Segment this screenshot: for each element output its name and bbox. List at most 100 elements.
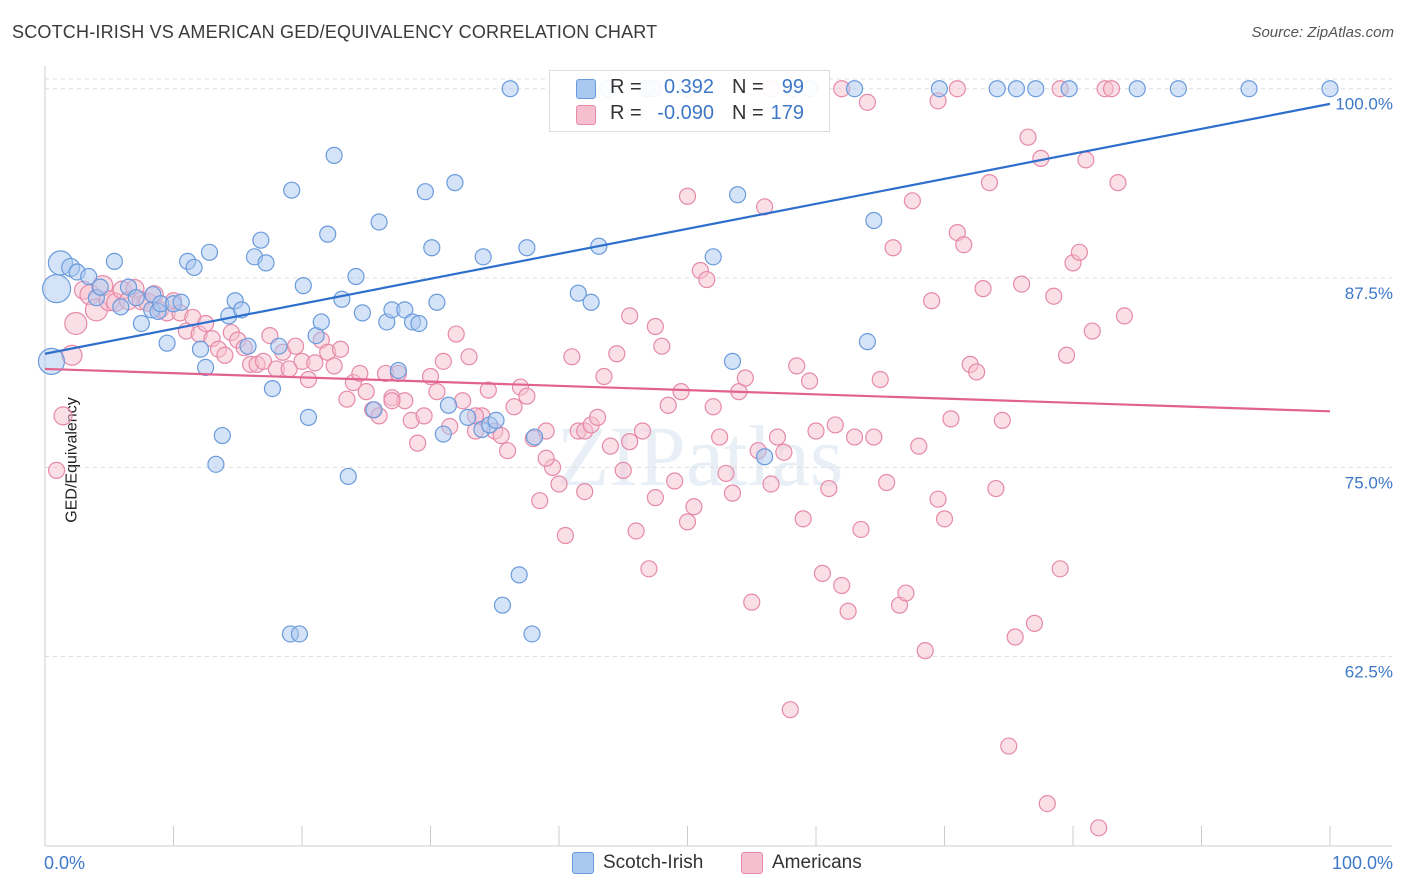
americans-point-146	[987, 479, 1005, 498]
americans-point-151	[1019, 128, 1037, 146]
americans-point-99	[685, 498, 703, 516]
scotch-irish-point-34	[270, 337, 288, 355]
scotch-irish-point-23	[200, 243, 219, 261]
scotch-irish-point-20	[185, 258, 203, 277]
scotch-irish-point-4	[80, 267, 98, 286]
scotch-irish-point-98	[37, 347, 66, 375]
scotch-irish-point-38	[294, 277, 312, 295]
legend-row-scotch-irish: R = 0.392 N = 99	[550, 76, 829, 102]
americans-point-145	[980, 174, 999, 192]
americans-point-63	[454, 392, 472, 410]
scotch-irish-point-10	[127, 289, 145, 307]
scotch-irish-point-57	[423, 239, 441, 257]
americans-point-141	[955, 236, 973, 254]
americans-point-48	[357, 383, 375, 401]
scotch-irish-point-55	[410, 314, 428, 333]
americans-point-44	[331, 340, 350, 358]
scotch-irish-point-37	[290, 625, 309, 643]
y-tick-label-2: 87.5%	[1345, 284, 1393, 303]
americans-point-124	[845, 428, 864, 446]
americans-point-134	[910, 437, 928, 455]
americans-point-62	[447, 325, 465, 343]
scotch-irish-point-21	[191, 340, 210, 358]
y-tick-label-0: 62.5%	[1345, 663, 1393, 682]
scotch-irish-point-29	[239, 337, 257, 355]
scotch-irish-point-11	[132, 314, 150, 333]
americans-point-97	[672, 383, 690, 401]
scotch-irish-point-39	[299, 408, 318, 426]
americans-point-84	[588, 408, 607, 426]
americans-point-165	[1109, 174, 1127, 192]
americans-point-87	[608, 345, 626, 363]
americans-point-86	[601, 437, 620, 455]
scotch-irish-point-31	[252, 231, 270, 249]
americans-point-45	[338, 390, 356, 408]
scotch-irish-point-95	[1169, 80, 1187, 98]
americans-point-137	[929, 490, 947, 508]
americans-point-89	[621, 433, 639, 451]
americans-point-150	[1012, 275, 1031, 293]
americans-point-67	[479, 381, 497, 399]
scotch-irish-trend-line	[44, 102, 1331, 355]
americans-point-113	[775, 443, 793, 461]
americans-point-88	[614, 461, 632, 479]
scotch-irish-point-52	[389, 361, 407, 380]
americans-point-147	[993, 411, 1011, 430]
scotch-irish-point-92	[1027, 80, 1045, 98]
americans-point-121	[826, 416, 844, 434]
americans-point-128	[871, 370, 889, 389]
scotch-irish-point-22	[197, 358, 215, 376]
americans-point-80	[563, 348, 581, 366]
scotch-irish-point-32	[257, 254, 275, 272]
scotch-irish-point-25	[213, 426, 231, 445]
scotch-irish-point-74	[582, 293, 600, 311]
scotch-irish-point-41	[312, 313, 330, 331]
americans-point-69	[492, 426, 510, 445]
legend-n-label: N =	[732, 102, 764, 124]
americans-point-105	[723, 484, 742, 502]
americans-points	[47, 80, 1134, 837]
americans-point-178	[646, 489, 664, 507]
americans-point-117	[800, 372, 819, 390]
legend-row-americans: R = -0.090 N = 179	[550, 102, 829, 128]
americans-point-127	[865, 428, 883, 446]
chart-title: SCOTCH-IRISH VS AMERICAN GED/EQUIVALENCY…	[12, 22, 658, 42]
americans-point-152	[1025, 614, 1044, 632]
scotch-irish-point-88	[865, 211, 883, 230]
americans-point-107	[736, 369, 754, 387]
americans-point-120	[820, 479, 838, 498]
americans-point-37	[286, 337, 305, 355]
scotch-irish-point-70	[518, 239, 536, 257]
scotch-irish-point-82	[729, 186, 747, 204]
americans-point-59	[428, 383, 446, 401]
legend-label-americans: Americans	[772, 852, 862, 873]
series-legend: Scotch-Irish Americans	[0, 852, 1406, 876]
scotch-irish-point-67	[474, 248, 492, 266]
legend-swatch-pink	[741, 852, 763, 874]
scotch-irish-point-44	[333, 290, 351, 308]
americans-point-92	[640, 560, 658, 578]
americans-point-78	[550, 475, 568, 493]
americans-point-122	[833, 576, 851, 595]
legend-r-label: R =	[610, 102, 642, 124]
scotch-irish-point-91	[988, 80, 1006, 98]
americans-point-75	[531, 492, 549, 510]
americans-point-168	[948, 80, 966, 98]
americans-point-39	[299, 370, 318, 389]
americans-point-112	[768, 428, 787, 446]
americans-point-96	[666, 472, 684, 490]
americans-point-175	[537, 449, 555, 467]
americans-point-3	[64, 311, 88, 336]
scotch-irish-point-93	[1060, 80, 1078, 98]
americans-point-133	[903, 192, 921, 210]
scotch-irish-point-36	[283, 181, 301, 199]
scotch-irish-point-97	[1321, 80, 1339, 98]
americans-point-56	[409, 434, 427, 452]
americans-point-64	[460, 348, 478, 366]
americans-point-101	[698, 270, 716, 289]
americans-point-93	[646, 317, 664, 336]
americans-point-1	[53, 406, 73, 426]
americans-trend-line	[44, 367, 1331, 413]
scotch-irish-point-42	[319, 225, 337, 243]
americans-point-98	[678, 187, 697, 205]
